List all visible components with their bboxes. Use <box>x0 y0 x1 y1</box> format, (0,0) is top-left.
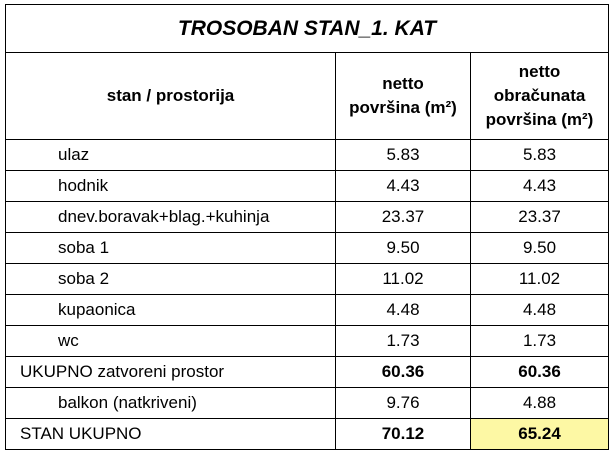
value-cell: 4.48 <box>469 294 610 326</box>
table-row: ulaz 5.83 5.83 <box>5 139 610 171</box>
table-row: kupaonica 4.48 4.48 <box>5 294 610 326</box>
value-cell: 5.83 <box>335 139 471 171</box>
table-row: soba 1 9.50 9.50 <box>5 232 610 264</box>
row-label: hodnik <box>5 170 336 202</box>
table-row: dnev.boravak+blag.+kuhinja 23.37 23.37 <box>5 201 610 233</box>
value-cell: 9.50 <box>335 232 471 264</box>
value-cell: 4.48 <box>335 294 471 326</box>
value-cell: 4.43 <box>469 170 610 202</box>
table-row: soba 2 11.02 11.02 <box>5 263 610 295</box>
area-table: TROSOBAN STAN_1. KAT stan / prostorija ne… <box>4 4 610 450</box>
header-text: netto <box>518 62 561 81</box>
row-label: UKUPNO zatvoreni prostor <box>5 356 336 388</box>
value-cell: 11.02 <box>335 263 471 295</box>
header-text: stan / prostorija <box>106 86 235 105</box>
table-row: STAN UKUPNO 70.12 65.24 <box>5 418 610 450</box>
value-cell: 4.88 <box>469 387 610 419</box>
table-row: wc 1.73 1.73 <box>5 325 610 357</box>
value-cell: 4.43 <box>335 170 471 202</box>
header-cell: netto površina (m²) <box>335 52 471 140</box>
row-label: soba 2 <box>5 263 336 295</box>
row-label: soba 1 <box>5 232 336 264</box>
value-cell: 9.76 <box>335 387 471 419</box>
row-label: dnev.boravak+blag.+kuhinja <box>5 201 336 233</box>
table-row: hodnik 4.43 4.43 <box>5 170 610 202</box>
value-cell: 9.50 <box>469 232 610 264</box>
value-cell: 23.37 <box>335 201 471 233</box>
value-cell: 1.73 <box>469 325 610 357</box>
row-label: STAN UKUPNO <box>5 418 336 450</box>
header-text: površina (m²) <box>349 98 457 117</box>
header-text: obračunata <box>493 86 586 105</box>
row-label: ulaz <box>5 139 336 171</box>
value-cell: 60.36 <box>469 356 610 388</box>
row-label: kupaonica <box>5 294 336 326</box>
value-cell: 23.37 <box>469 201 610 233</box>
header-text: netto <box>382 74 424 93</box>
value-cell: 5.83 <box>469 139 610 171</box>
value-cell: 65.24 <box>469 418 610 450</box>
table-row: UKUPNO zatvoreni prostor 60.36 60.36 <box>5 356 610 388</box>
value-cell: 11.02 <box>469 263 610 295</box>
value-cell: 60.36 <box>335 356 471 388</box>
header-text: površina (m²) <box>485 110 594 129</box>
header-cell: stan / prostorija <box>5 52 336 140</box>
header-cell: netto obračunata površina (m²) <box>469 52 610 140</box>
header-row: stan / prostorija netto površina (m²) netto… <box>5 52 610 140</box>
table-title: TROSOBAN STAN_1. KAT <box>4 4 610 53</box>
value-cell: 70.12 <box>335 418 471 450</box>
row-label: balkon (natkriveni) <box>5 387 336 419</box>
value-cell: 1.73 <box>335 325 471 357</box>
row-label: wc <box>5 325 336 357</box>
table-row: balkon (natkriveni) 9.76 4.88 <box>5 387 610 419</box>
